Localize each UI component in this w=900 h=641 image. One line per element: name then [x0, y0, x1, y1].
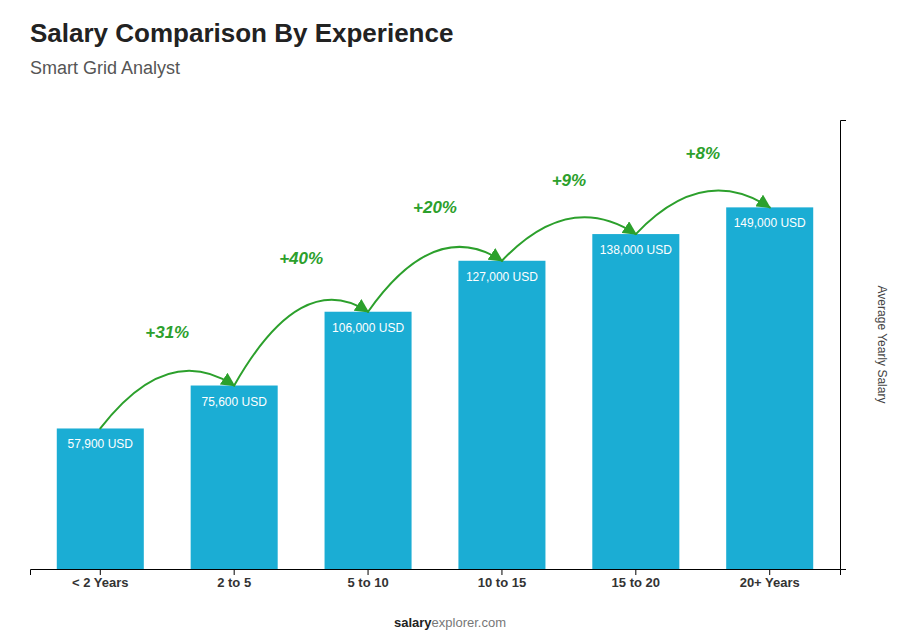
x-tick: 20+ Years	[740, 569, 800, 590]
data-label: 106,000 USD	[332, 321, 404, 335]
footer-part: explorer.com	[432, 615, 506, 630]
x-tick-label: 10 to 15	[478, 575, 526, 590]
x-tick-mark	[234, 569, 235, 575]
footer: salaryexplorer.com	[394, 615, 506, 630]
x-axis: < 2 Years 2 to 5 5 to 10 10 to 15 15 to 20 20…	[31, 569, 841, 590]
chart-container: Salary Comparison By Experience Smart Gri…	[0, 0, 900, 641]
bar	[325, 312, 412, 569]
bar	[592, 234, 679, 569]
x-tick: 5 to 10	[347, 569, 388, 590]
x-tick-mark	[100, 569, 101, 575]
subtitle: Smart Grid Analyst	[30, 58, 180, 78]
data-label: 75,600 USD	[201, 395, 267, 409]
change-label: +8%	[686, 144, 721, 163]
x-tick-label: 5 to 10	[347, 575, 388, 590]
change-arrows: +31% +40% +20% +9% +8%	[100, 144, 769, 428]
x-tick-mark	[635, 569, 636, 575]
x-tick-label: 20+ Years	[740, 575, 800, 590]
footer-part: salary	[394, 615, 432, 630]
x-tick-mark	[501, 569, 502, 575]
title: Salary Comparison By Experience	[30, 18, 453, 48]
change-label: +40%	[279, 249, 323, 268]
data-labels: 57,900 USD 75,600 USD 106,000 USD 127,000 U…	[68, 216, 806, 451]
x-axis-line	[31, 570, 841, 576]
chart-svg: Salary Comparison By Experience Smart Gri…	[0, 0, 900, 641]
change-label: +31%	[145, 323, 189, 342]
x-tick: 2 to 5	[217, 569, 251, 590]
data-label: 57,900 USD	[68, 437, 134, 451]
bar	[726, 207, 813, 569]
bar	[458, 261, 545, 569]
change-arrow	[100, 371, 234, 429]
y-axis-title: Average Yearly Salary	[875, 286, 889, 404]
bar	[57, 428, 144, 569]
x-tick-mark	[769, 569, 770, 575]
data-label: 149,000 USD	[734, 216, 806, 230]
bars	[57, 207, 813, 569]
y-axis	[841, 121, 847, 570]
y-axis-line	[841, 121, 847, 570]
bar	[191, 386, 278, 569]
change-label: +9%	[552, 171, 587, 190]
x-tick-label: < 2 Years	[72, 575, 129, 590]
x-tick: 10 to 15	[478, 569, 526, 590]
change-arrow	[368, 247, 502, 312]
change-arrow	[234, 300, 368, 386]
change-label: +20%	[413, 198, 457, 217]
change-arrow	[502, 217, 636, 261]
x-tick-mark	[368, 569, 369, 575]
plot-area: < 2 Years 2 to 5 5 to 10 10 to 15 15 to 20 20…	[31, 121, 847, 591]
change-arrow	[636, 190, 770, 234]
x-tick-label: 2 to 5	[217, 575, 251, 590]
x-tick: < 2 Years	[72, 569, 129, 590]
x-tick: 15 to 20	[612, 569, 660, 590]
x-tick-label: 15 to 20	[612, 575, 660, 590]
data-label: 138,000 USD	[600, 243, 672, 257]
data-label: 127,000 USD	[466, 270, 538, 284]
